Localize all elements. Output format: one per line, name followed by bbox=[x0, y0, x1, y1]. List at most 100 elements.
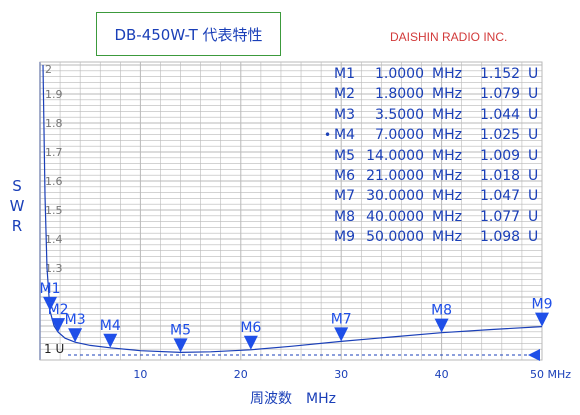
marker-swr-unit: U bbox=[528, 127, 539, 144]
marker-frequency: 50.0000 bbox=[366, 229, 424, 246]
marker-swr-unit: U bbox=[528, 167, 539, 184]
marker-frequency-unit: MHz bbox=[432, 208, 462, 225]
x-tick-label: 50 MHz bbox=[530, 368, 571, 381]
axes bbox=[39, 61, 543, 361]
marker-frequency: 14.0000 bbox=[366, 147, 424, 164]
marker-frequency-unit: MHz bbox=[432, 229, 462, 246]
marker-readout-row: • M4 7.0000 MHz 1.025 U bbox=[320, 125, 542, 145]
marker-swr-unit: U bbox=[528, 86, 539, 103]
marker-swr: 1.152 bbox=[480, 66, 521, 82]
marker-label: M5 bbox=[170, 322, 191, 338]
marker-swr: 1.047 bbox=[480, 188, 521, 205]
tick-labels: 10 20 30 40 50 MHz 1 U 1.3 1.4 1.5 1.6 1.7 1.8 1.9 2 bbox=[44, 63, 571, 381]
marker-frequency: 40.0000 bbox=[366, 208, 424, 225]
marker-swr: 1.025 bbox=[480, 127, 521, 144]
marker-triangle bbox=[334, 327, 349, 342]
y-tick-label: 1 U bbox=[44, 342, 64, 356]
reference-arrow bbox=[528, 349, 540, 361]
marker-frequency-unit: MHz bbox=[432, 147, 462, 164]
marker-swr-unit: U bbox=[528, 106, 539, 123]
marker-swr-unit: U bbox=[528, 147, 539, 164]
marker-name: M3 bbox=[334, 106, 355, 123]
y-tick-label: 1.6 bbox=[45, 175, 63, 188]
x-tick-label: 20 bbox=[234, 368, 248, 381]
marker-swr: 1.079 bbox=[480, 86, 521, 103]
marker-swr-unit: U bbox=[528, 66, 539, 82]
y-axis-label-char: S bbox=[12, 177, 22, 195]
marker-frequency-unit: MHz bbox=[432, 86, 462, 103]
marker-frequency: 30.0000 bbox=[366, 188, 424, 205]
marker-swr-unit: U bbox=[528, 229, 539, 246]
x-tick-label: 10 bbox=[133, 368, 147, 381]
company-name: DAISHIN RADIO INC. bbox=[390, 30, 508, 44]
marker-label: M8 bbox=[431, 303, 452, 319]
marker-readout-table: M1 1.0000 MHz 1.152 U M2 1.8000 MHz 1.079 U M3 3.50… bbox=[320, 64, 542, 248]
marker-frequency-unit: MHz bbox=[432, 66, 462, 82]
grid-lines bbox=[40, 62, 542, 360]
marker-triangle bbox=[173, 338, 188, 353]
marker-triangle bbox=[43, 296, 58, 311]
marker-triangle bbox=[535, 312, 549, 327]
marker-frequency: 1.8000 bbox=[375, 86, 424, 103]
marker-triangle bbox=[103, 333, 118, 348]
y-axis-label-char: R bbox=[11, 217, 23, 235]
y-tick-label: 1.7 bbox=[45, 146, 63, 159]
marker-frequency-unit: MHz bbox=[432, 106, 462, 123]
marker-frequency: 1.0000 bbox=[375, 66, 424, 82]
marker-name: M4 bbox=[334, 127, 355, 144]
marker-name: M6 bbox=[334, 167, 355, 184]
marker-swr-unit: U bbox=[528, 188, 539, 205]
marker-name: M9 bbox=[334, 229, 355, 246]
marker-swr: 1.077 bbox=[480, 208, 521, 225]
swr-series-line bbox=[42, 64, 543, 354]
marker-name: M8 bbox=[334, 208, 355, 225]
marker-readout-row: M2 1.8000 MHz 1.079 U bbox=[320, 84, 542, 104]
marker-frequency-unit: MHz bbox=[432, 127, 462, 144]
active-marker-dot: • bbox=[324, 128, 332, 143]
marker-frequency-unit: MHz bbox=[432, 167, 462, 184]
marker-name: M2 bbox=[334, 86, 355, 103]
marker-swr: 1.098 bbox=[480, 229, 521, 246]
marker-label: M7 bbox=[331, 311, 352, 327]
marker-readout-row: M1 1.0000 MHz 1.152 U bbox=[320, 64, 542, 84]
marker-triangle bbox=[68, 328, 83, 343]
marker-label: M6 bbox=[240, 320, 261, 336]
marker-swr: 1.044 bbox=[480, 106, 521, 123]
chart-title: DB-450W-T 代表特性 bbox=[96, 12, 281, 56]
marker-name: M5 bbox=[334, 147, 355, 164]
y-tick-label: 2 bbox=[45, 63, 52, 76]
marker-frequency-unit: MHz bbox=[432, 188, 462, 205]
swr-curve bbox=[42, 64, 543, 354]
marker-readout-row: M8 40.0000 MHz 1.077 U bbox=[320, 207, 542, 227]
marker-label: M3 bbox=[65, 312, 86, 328]
marker-readout-row: M7 30.0000 MHz 1.047 U bbox=[320, 186, 542, 206]
y-axis-label: S W R bbox=[8, 176, 26, 236]
y-tick-label: 1.3 bbox=[45, 262, 63, 275]
x-axis-label: 周波数 MHz bbox=[250, 391, 336, 407]
marker-label: M4 bbox=[100, 318, 121, 334]
marker-frequency: 3.5000 bbox=[375, 106, 424, 123]
y-tick-label: 1.9 bbox=[45, 88, 63, 101]
marker-readout-row: M3 3.5000 MHz 1.044 U bbox=[320, 105, 542, 125]
y-tick-label: 1.5 bbox=[45, 204, 63, 217]
y-tick-label: 1.8 bbox=[45, 117, 63, 130]
y-tick-label: 1.4 bbox=[45, 233, 63, 246]
marker-label: M9 bbox=[532, 297, 553, 313]
marker-frequency: 7.0000 bbox=[375, 127, 424, 144]
marker-triangle bbox=[243, 335, 258, 350]
marker-swr: 1.018 bbox=[480, 167, 521, 184]
marker-triangle bbox=[51, 318, 66, 333]
x-tick-label: 30 bbox=[334, 368, 348, 381]
marker-readout-row: M9 50.0000 MHz 1.098 U bbox=[320, 227, 542, 247]
marker-name: M7 bbox=[334, 188, 355, 205]
marker-readout-row: M5 14.0000 MHz 1.009 U bbox=[320, 146, 542, 166]
marker-label: M1 bbox=[40, 281, 61, 297]
marker-label: M2 bbox=[48, 302, 69, 318]
plot-frame bbox=[39, 61, 543, 361]
chart-title-text: DB-450W-T 代表特性 bbox=[114, 25, 263, 44]
marker-readout-row: M6 21.0000 MHz 1.018 U bbox=[320, 166, 542, 186]
x-tick-label: 40 bbox=[435, 368, 449, 381]
marker-frequency: 21.0000 bbox=[366, 167, 424, 184]
